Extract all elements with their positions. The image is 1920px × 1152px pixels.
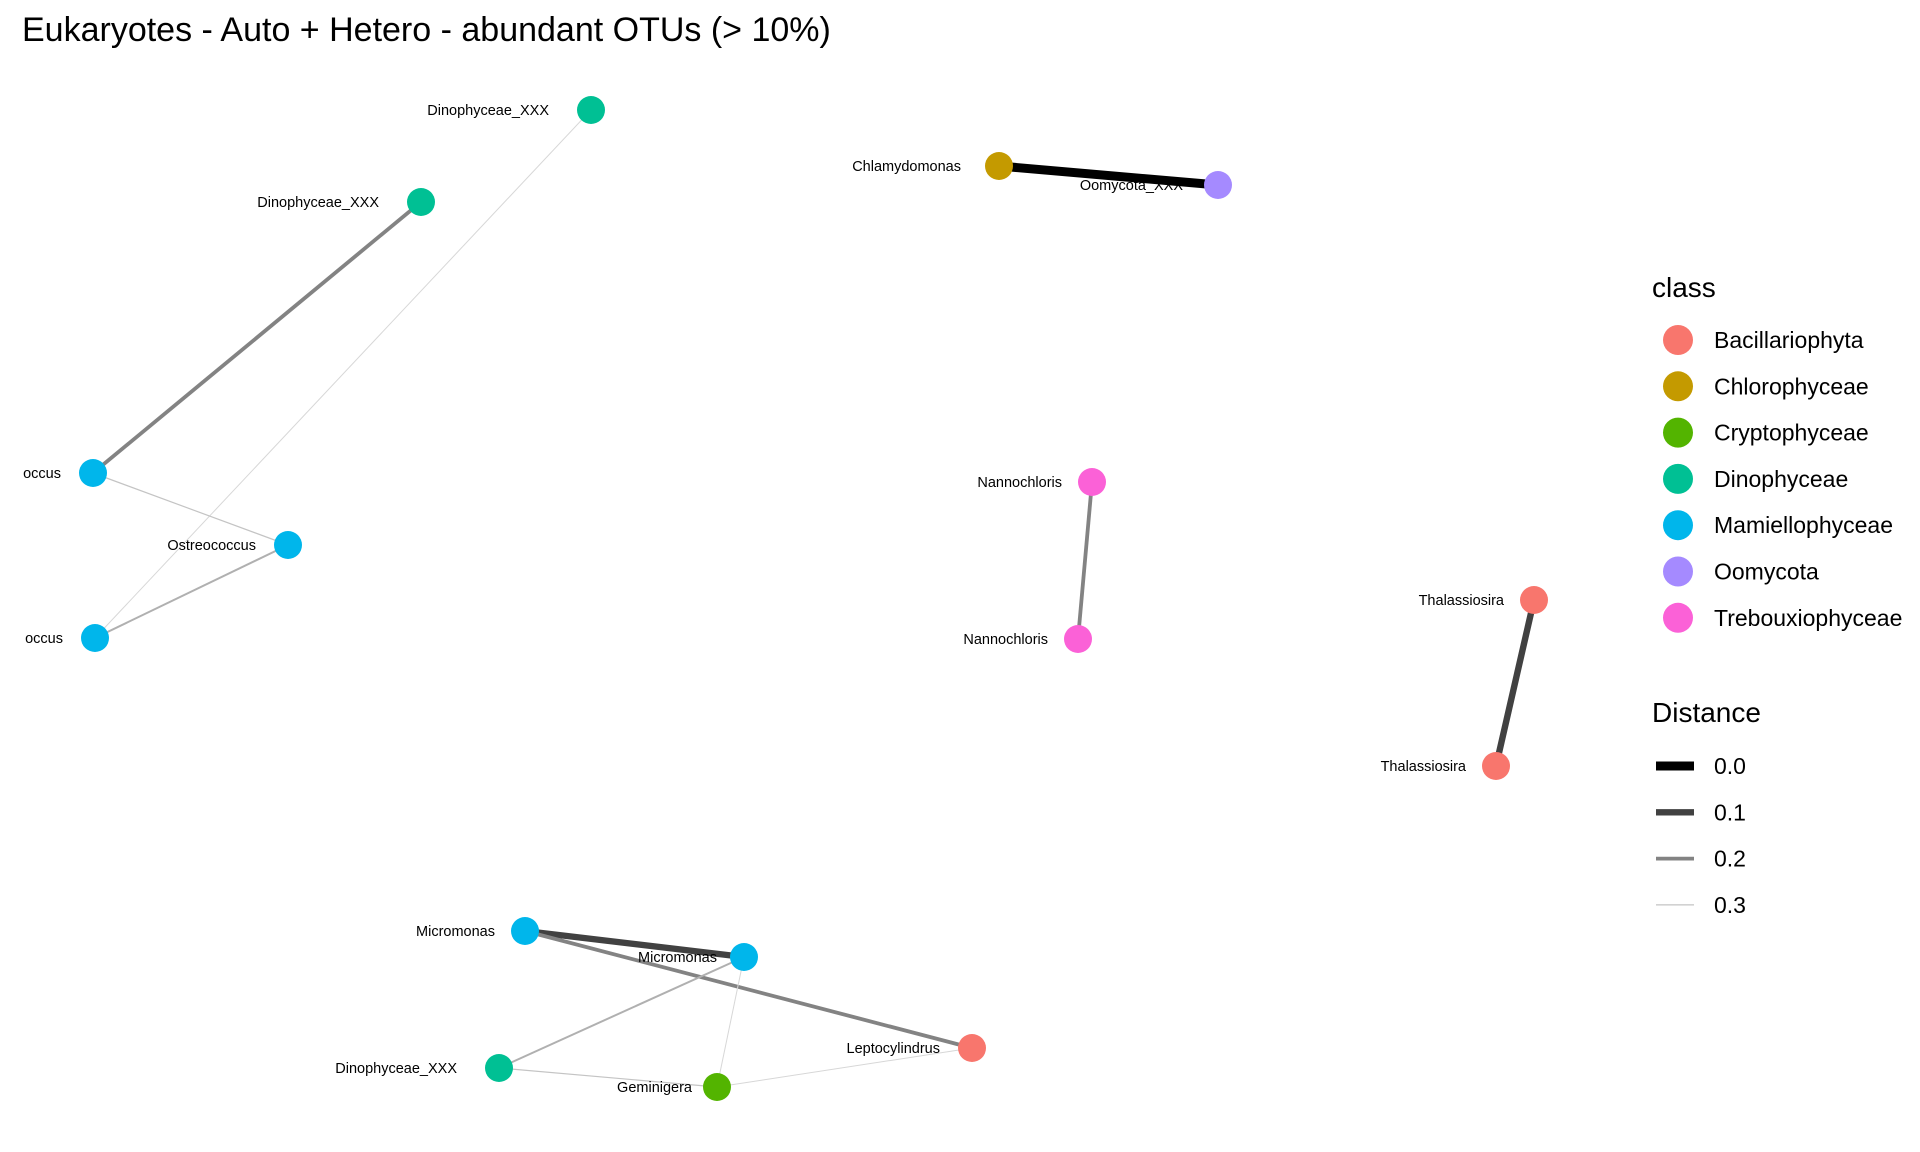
legend-swatch-trebouxiophyceae bbox=[1663, 602, 1693, 633]
edge-n13-n16 bbox=[716, 956, 745, 1088]
edge-n4-n5 bbox=[94, 544, 289, 639]
node-n7 bbox=[1204, 171, 1232, 199]
node-n16 bbox=[703, 1073, 731, 1101]
edge-n12-n14 bbox=[524, 929, 973, 1050]
node-label-n2: Dinophyceae_XXX bbox=[257, 195, 379, 211]
node-label-n8: Nannochloris bbox=[977, 475, 1062, 491]
node-label-n9: Nannochloris bbox=[963, 632, 1048, 648]
node-label-n4: Ostreococcus bbox=[167, 538, 256, 554]
node-label-n15: Dinophyceae_XXX bbox=[335, 1061, 457, 1077]
edge-n1-n5 bbox=[94, 109, 592, 639]
legend-distance-label-0: 0.0 bbox=[1714, 753, 1746, 779]
node-label-n3: occus bbox=[23, 466, 61, 482]
legend-swatch-bacillariophyta bbox=[1663, 325, 1693, 355]
legend-swatch-chlorophyceae bbox=[1663, 371, 1693, 402]
node-label-n13: Micromonas bbox=[638, 950, 717, 966]
node-n6 bbox=[985, 152, 1013, 180]
distance-legend-title: Distance bbox=[1652, 697, 1761, 728]
nodes-layer bbox=[79, 96, 1548, 1101]
node-n14 bbox=[958, 1034, 986, 1062]
edge-n13-n15 bbox=[498, 956, 745, 1069]
legend-swatch-mamiellophyceae bbox=[1663, 510, 1693, 541]
node-n13 bbox=[730, 943, 758, 971]
node-label-n6: Chlamydomonas bbox=[852, 159, 961, 175]
node-n5 bbox=[81, 624, 109, 652]
distance-legend: Distance 0.0 0.1 0.2 0.3 bbox=[1652, 697, 1761, 918]
edge-n16-n14 bbox=[716, 1047, 973, 1088]
node-label-n14: Leptocylindrus bbox=[847, 1041, 941, 1057]
node-label-n16: Geminigera bbox=[617, 1080, 693, 1096]
legend-distance-label-1: 0.1 bbox=[1714, 799, 1746, 825]
node-n15 bbox=[485, 1054, 513, 1082]
node-label-n12: Micromonas bbox=[416, 924, 495, 940]
legend-swatch-dinophyceae bbox=[1663, 463, 1693, 494]
node-n8 bbox=[1078, 468, 1106, 496]
legend-label-oomycota: Oomycota bbox=[1714, 559, 1819, 585]
legend-swatch-oomycota bbox=[1663, 556, 1693, 587]
edge-n3-n4 bbox=[92, 472, 289, 546]
legend-label-bacillariophyta: Bacillariophyta bbox=[1714, 327, 1864, 353]
node-n9 bbox=[1064, 625, 1092, 653]
edges-layer bbox=[91, 109, 1538, 1088]
node-label-n7: Oomycota_XXX bbox=[1080, 178, 1183, 194]
legend-distance-label-3: 0.3 bbox=[1714, 892, 1746, 918]
class-legend: class Bacillariophyta Chlorophyceae Crypto… bbox=[1652, 272, 1902, 633]
legend-label-mamiellophyceae: Mamiellophyceae bbox=[1714, 512, 1893, 538]
node-n2 bbox=[407, 188, 435, 216]
plot-title: Eukaryotes - Auto + Hetero - abundant OT… bbox=[22, 11, 831, 49]
edge-n6-n7 bbox=[998, 161, 1219, 190]
legend-label-trebouxiophyceae: Trebouxiophyceae bbox=[1714, 605, 1902, 631]
legend-label-chlorophyceae: Chlorophyceae bbox=[1714, 373, 1869, 399]
node-label-n10: Thalassiosira bbox=[1419, 593, 1505, 609]
legend-swatch-cryptophyceae bbox=[1663, 417, 1693, 448]
node-n1 bbox=[577, 96, 605, 124]
edge-n12-n13 bbox=[524, 927, 745, 961]
node-label-n1: Dinophyceae_XXX bbox=[427, 103, 549, 119]
node-n4 bbox=[274, 531, 302, 559]
edge-n2-n3 bbox=[91, 200, 423, 475]
node-n11 bbox=[1482, 752, 1510, 780]
edge-n8-n9 bbox=[1076, 481, 1094, 640]
node-label-n5: occus bbox=[25, 631, 63, 647]
node-n3 bbox=[79, 459, 107, 487]
node-label-n11: Thalassiosira bbox=[1381, 759, 1467, 775]
class-legend-title: class bbox=[1652, 272, 1716, 303]
legend-label-cryptophyceae: Cryptophyceae bbox=[1714, 420, 1869, 446]
node-labels-layer: Dinophyceae_XXXDinophyceae_XXXoccusOstre… bbox=[23, 103, 1505, 1096]
node-n12 bbox=[511, 917, 539, 945]
legend-distance-label-2: 0.2 bbox=[1714, 846, 1746, 872]
edge-n15-n16 bbox=[498, 1067, 718, 1088]
node-n10 bbox=[1520, 586, 1548, 614]
edge-n10-n11 bbox=[1492, 599, 1538, 767]
legend-label-dinophyceae: Dinophyceae bbox=[1714, 466, 1848, 492]
